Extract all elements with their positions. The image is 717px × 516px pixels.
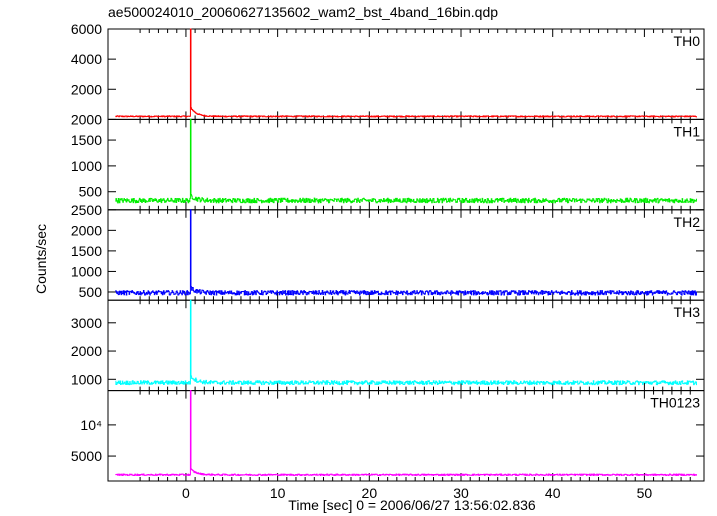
- x-tick-label: 0: [182, 485, 190, 501]
- panels-group: 2000200040006000TH050010001500TH15001000…: [71, 21, 705, 501]
- y-tick-label: 10⁴: [80, 417, 102, 433]
- panel-label: TH2: [674, 214, 701, 230]
- y-axis-title: Counts/sec: [33, 224, 49, 294]
- y-tick-label: 1000: [71, 371, 102, 387]
- y-tick-label: 5000: [71, 448, 102, 464]
- y-tick-label: 2000: [71, 343, 102, 359]
- y-tick-label: 1000: [71, 158, 102, 174]
- y-tick-label: 4000: [71, 51, 102, 67]
- series-line-th0123: [115, 390, 698, 477]
- x-tick-label: 40: [545, 485, 561, 501]
- y-tick-label: 1500: [71, 132, 102, 148]
- y-tick-label: 1500: [71, 243, 102, 259]
- panel-frame: [107, 299, 705, 392]
- x-tick-label: 50: [637, 485, 653, 501]
- panel-frame: [107, 118, 705, 211]
- y-tick-label: 2000: [71, 81, 102, 97]
- series-line-th2: [115, 209, 698, 296]
- y-tick-label: 500: [79, 284, 103, 300]
- panel-frame: [107, 28, 705, 120]
- y-tick-label: 2000: [71, 222, 102, 238]
- y-tick-label: 6000: [71, 21, 102, 37]
- panel-label: TH0: [674, 33, 701, 49]
- series-line-th3: [115, 299, 698, 386]
- series-line-th1: [115, 118, 698, 204]
- panel-label: TH1: [674, 123, 701, 139]
- panel-label: TH0123: [650, 395, 700, 411]
- panel-frame: [107, 209, 705, 301]
- panel-label: TH3: [674, 304, 701, 320]
- x-tick-label: 10: [270, 485, 286, 501]
- y-tick-label: 3000: [71, 315, 102, 331]
- panel-frame: [107, 390, 705, 482]
- x-axis-title: Time [sec] 0 = 2006/06/27 13:56:02.836: [288, 497, 536, 513]
- y-tick-label: 2500: [71, 202, 102, 218]
- x-tick-label: 20: [362, 485, 378, 501]
- chart-title: ae500024010_20060627135602_wam2_bst_4ban…: [108, 4, 498, 20]
- y-tick-label: 500: [79, 184, 103, 200]
- series-line-th0: [115, 28, 698, 118]
- y-tick-label: 2000: [71, 111, 102, 127]
- x-tick-label: 30: [453, 485, 469, 501]
- y-tick-label: 1000: [71, 263, 102, 279]
